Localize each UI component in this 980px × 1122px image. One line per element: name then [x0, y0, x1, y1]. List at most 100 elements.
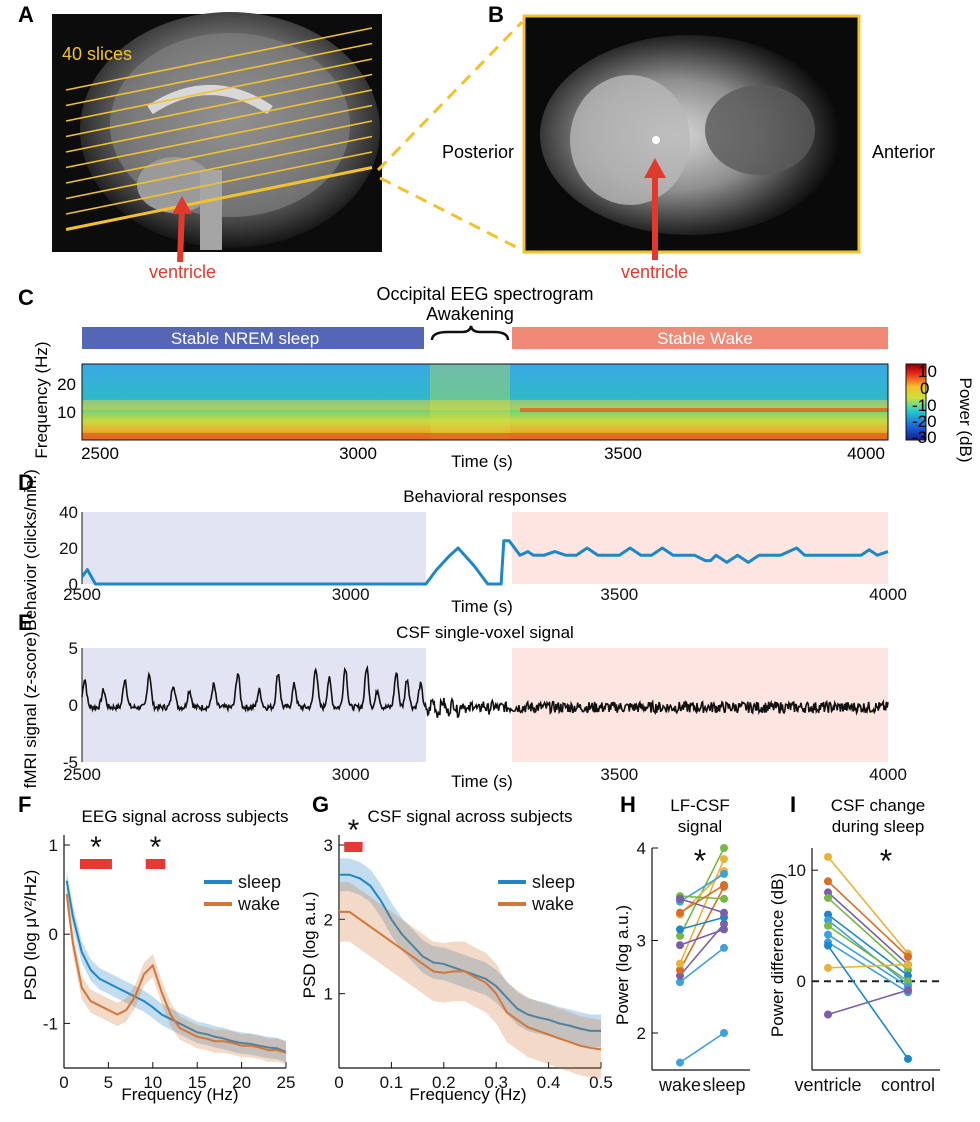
- behavior-ylabel: Behavior (clicks/min.): [21, 469, 40, 631]
- spectrogram-title: Occipital EEG spectrogram: [376, 284, 593, 304]
- point-control-4: [904, 971, 912, 980]
- pair-line-3: [827, 897, 909, 971]
- awakening-brace: [430, 325, 510, 341]
- point-wake-11: [676, 894, 684, 903]
- csf-change-ylabel: Power difference (dB): [768, 873, 787, 1037]
- ventricle-arrow-a: [177, 207, 185, 263]
- point-ventricle-2: [824, 888, 832, 897]
- spectrogram-border: [81, 363, 889, 441]
- slice-line: [65, 42, 373, 107]
- y-tick-40: 40: [59, 503, 78, 522]
- nrem-bar: [82, 327, 424, 349]
- ventricle-label-b: ventricle: [621, 262, 688, 282]
- panel-label-h: H: [620, 792, 636, 817]
- significance-marker-1: *: [150, 831, 162, 864]
- panel-label-d: D: [18, 470, 34, 495]
- wake-bar: [512, 327, 888, 349]
- series-band-sleep: [339, 858, 601, 1048]
- y-tick-3: 3: [324, 836, 333, 855]
- spectrogram-xlabel: Time (s): [451, 452, 513, 471]
- point-sleep-9: [720, 869, 728, 878]
- x-tick-3500: 3500: [600, 585, 638, 604]
- pair-line-6: [827, 925, 909, 982]
- point-wake-3: [676, 966, 684, 975]
- pair-line-7: [827, 933, 909, 988]
- mri-corpus-callosum: [147, 85, 273, 115]
- panel-label-c: C: [18, 285, 34, 310]
- panel-label-i: I: [790, 792, 796, 817]
- behavior-series-line: [80, 539, 889, 586]
- point-sleep-12: [720, 881, 728, 889]
- mri-axial-ventricle: [652, 136, 660, 144]
- significance-bar-0: [344, 842, 363, 852]
- colorbar-tick-minus30: -30: [912, 428, 937, 447]
- point-control-3: [904, 966, 912, 975]
- point-ventricle-3: [824, 893, 832, 902]
- legend-label-wake: wake: [237, 894, 280, 914]
- mri-brainstem: [200, 170, 222, 250]
- zoom-line-bottom: [379, 176, 523, 252]
- ventricle-label-a: ventricle: [149, 262, 216, 282]
- panel-label-e: E: [18, 610, 33, 635]
- point-control-9: [904, 960, 912, 969]
- colorbar-tick-10: 10: [918, 362, 937, 381]
- point-sleep-4: [720, 855, 728, 864]
- spectrogram-xtick-4000: 4000: [847, 444, 885, 463]
- slice-line: [65, 104, 373, 169]
- x-tick-10: 10: [143, 1073, 162, 1092]
- shaded-region-0: [82, 512, 426, 584]
- point-wake-6: [676, 931, 684, 940]
- y-tick--5: -5: [63, 753, 78, 772]
- significance-marker: *: [880, 843, 892, 879]
- csf-voxel-xlabel: Time (s): [451, 772, 513, 791]
- lfcsf-plot: 4 3 2 wake sleep *: [637, 839, 750, 1095]
- spectrogram-alpha-band: [82, 400, 888, 410]
- pair-line-10: [679, 895, 725, 900]
- colorbar-label: Power (dB): [956, 377, 975, 462]
- pair-line-5: [679, 928, 725, 946]
- eeg-subjects-ylabel: PSD (log μV²/Hz): [21, 870, 40, 1001]
- spectrogram: [81, 363, 889, 441]
- eeg-subjects-title: EEG signal across subjects: [82, 807, 289, 826]
- category-ventricle: ventricle: [794, 1075, 861, 1095]
- y-tick-0: 0: [797, 972, 806, 991]
- point-wake-7: [676, 925, 684, 934]
- spectrogram-wake-alpha: [520, 408, 888, 412]
- y-tick-0: 0: [69, 575, 78, 594]
- csf-subjects-xlabel: Frequency (Hz): [409, 1085, 526, 1104]
- csf-change-title-1: CSF change: [831, 796, 926, 815]
- significance-bar-1: [145, 859, 166, 869]
- y-tick--1: -1: [43, 1014, 58, 1033]
- pair-line-0: [679, 1032, 725, 1064]
- point-control-10: [904, 986, 912, 995]
- panel-label-g: G: [312, 792, 329, 817]
- slice-line: [65, 151, 373, 215]
- spectrogram-ytick-20: 20: [57, 375, 76, 394]
- pair-line-5: [827, 919, 909, 986]
- shaded-region-1: [511, 512, 888, 584]
- panel-label-a: A: [18, 2, 34, 27]
- y-tick-2: 2: [324, 910, 333, 929]
- behavior-title: Behavioral responses: [403, 487, 566, 506]
- csf-voxel-title: CSF single-voxel signal: [396, 623, 574, 642]
- point-ventricle-7: [824, 930, 832, 939]
- point-ventricle-4: [824, 910, 832, 919]
- spectrogram-xtick-3500: 3500: [604, 444, 642, 463]
- slice-line: [65, 135, 373, 200]
- csf-voxel-ylabel: fMRI signal (z-score): [21, 632, 40, 789]
- ventricle-arrowhead-a: [172, 196, 192, 214]
- x-tick-2500: 2500: [63, 765, 101, 784]
- point-control-1: [904, 952, 912, 961]
- pair-line-7: [679, 916, 725, 931]
- pair-line-11: [827, 945, 909, 1060]
- x-tick-4000: 4000: [869, 585, 907, 604]
- panel-b-mri: [522, 14, 861, 260]
- pair-line-8: [827, 941, 909, 993]
- point-sleep-5: [720, 925, 728, 934]
- category-sleep: sleep: [702, 1075, 745, 1095]
- significance-bar-0: [79, 859, 112, 869]
- y-tick-2: 2: [637, 1024, 646, 1043]
- y-tick-3: 3: [637, 932, 646, 951]
- colorbar-tick-minus10: -10: [912, 396, 937, 415]
